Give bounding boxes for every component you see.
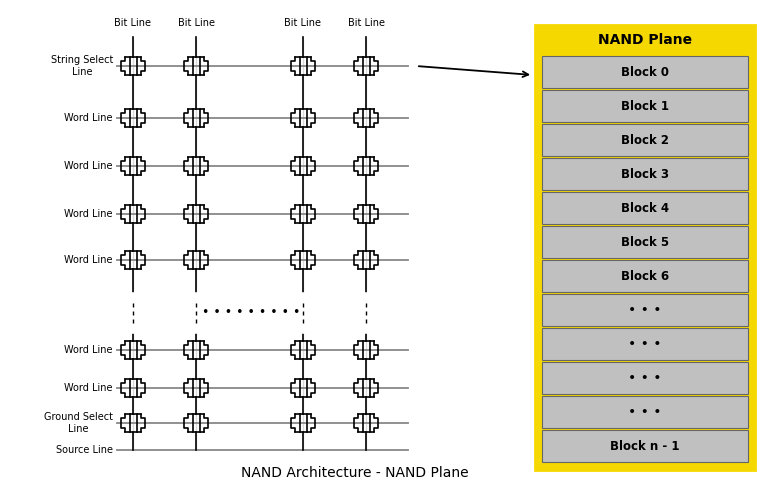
Text: Word Line: Word Line xyxy=(65,161,113,171)
Text: • • • • • • • • •: • • • • • • • • • xyxy=(202,306,300,320)
Bar xyxy=(542,124,748,156)
Bar xyxy=(542,260,748,292)
Text: Block 3: Block 3 xyxy=(621,167,669,181)
Bar xyxy=(542,328,748,360)
Bar xyxy=(542,294,748,326)
Text: Block 0: Block 0 xyxy=(621,65,669,79)
Text: Word Line: Word Line xyxy=(65,113,113,123)
Bar xyxy=(542,192,748,224)
Text: Word Line: Word Line xyxy=(65,345,113,355)
Text: NAND Plane: NAND Plane xyxy=(598,33,692,47)
Bar xyxy=(542,362,748,394)
Text: Block 1: Block 1 xyxy=(621,100,669,113)
Text: String Select
Line: String Select Line xyxy=(51,55,113,77)
Text: NAND Architecture - NAND Plane: NAND Architecture - NAND Plane xyxy=(241,466,469,480)
Bar xyxy=(542,90,748,122)
Text: Block 6: Block 6 xyxy=(621,269,669,283)
Text: • • •: • • • xyxy=(628,405,661,419)
Text: • • •: • • • xyxy=(628,371,661,385)
Bar xyxy=(542,396,748,428)
Text: Block n - 1: Block n - 1 xyxy=(610,440,679,452)
Text: • • •: • • • xyxy=(628,337,661,351)
Text: • • •: • • • xyxy=(628,303,661,317)
Bar xyxy=(542,56,748,88)
Text: Word Line: Word Line xyxy=(65,255,113,265)
Bar xyxy=(542,226,748,258)
Text: Block 4: Block 4 xyxy=(621,202,669,215)
Text: Block 2: Block 2 xyxy=(621,134,669,146)
Text: Bit Line: Bit Line xyxy=(115,18,151,28)
Text: Ground Select
Line: Ground Select Line xyxy=(44,412,113,434)
Text: Bit Line: Bit Line xyxy=(178,18,214,28)
Text: Word Line: Word Line xyxy=(65,383,113,393)
Bar xyxy=(542,430,748,462)
Bar xyxy=(535,25,755,470)
Text: Word Line: Word Line xyxy=(65,209,113,219)
Bar xyxy=(542,158,748,190)
Text: Bit Line: Bit Line xyxy=(348,18,385,28)
Text: Block 5: Block 5 xyxy=(621,236,669,248)
Text: Source Line: Source Line xyxy=(56,445,113,455)
Text: Bit Line: Bit Line xyxy=(285,18,321,28)
